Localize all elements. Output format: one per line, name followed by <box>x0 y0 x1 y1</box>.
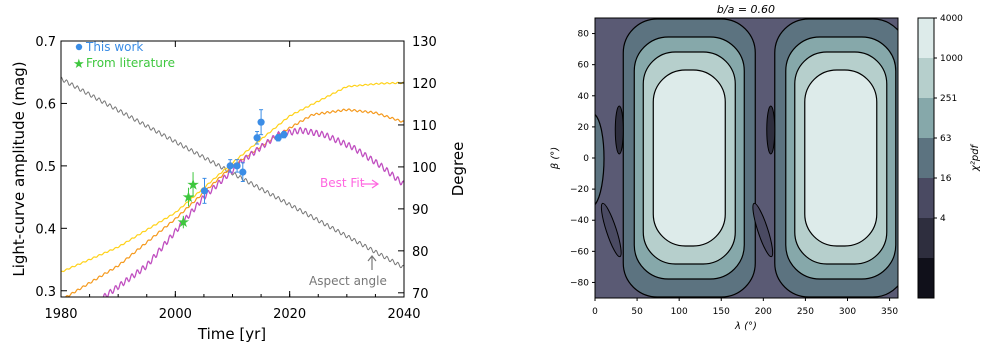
colorbar-tick-label: 4000 <box>940 14 963 24</box>
best-fit-label: Best Fit <box>320 176 365 190</box>
map-y-tick-label: −80 <box>570 278 589 288</box>
map-y-tick-label: 60 <box>578 61 590 71</box>
colorbar-segment <box>918 58 934 98</box>
map-y-tick-label: −40 <box>570 216 589 226</box>
legend-marker-literature: ★ <box>73 57 85 72</box>
this-work-point <box>233 162 241 170</box>
y-tick-label: 0.7 <box>35 35 56 50</box>
map-x-tick-label: 0 <box>592 307 598 317</box>
this-work-point <box>280 131 288 139</box>
x-tick-label: 2000 <box>159 307 192 322</box>
map-y-tick-label: −20 <box>570 185 589 195</box>
y-tick-label: 0.5 <box>35 160 56 175</box>
aspect-arrow <box>367 255 377 270</box>
best-fit-arrow <box>362 179 380 189</box>
map-y-tick-label: 80 <box>578 30 590 40</box>
y2-tick-label: 70 <box>412 287 429 302</box>
y-tick-label: 0.3 <box>35 285 56 300</box>
y2-tick-label: 80 <box>412 245 429 260</box>
colorbar-tick-label: 16 <box>940 174 952 184</box>
aspect-angle-label: Aspect angle <box>309 274 387 288</box>
colorbar-segment <box>918 98 934 138</box>
map-x-tick-label: 150 <box>713 307 730 317</box>
literature-point: ★ <box>177 213 190 231</box>
x-tick-label: 2040 <box>387 307 420 322</box>
contour-crescent <box>752 202 774 258</box>
map-x-tick-label: 100 <box>671 307 688 317</box>
legend-literature: From literature <box>86 56 175 70</box>
this-work-point <box>253 134 261 142</box>
colorbar-tick-label: 1000 <box>940 54 963 64</box>
map-y-tick-label: 40 <box>578 92 590 102</box>
y2-tick-label: 110 <box>412 119 437 134</box>
best-fit-curve <box>98 126 404 297</box>
colorbar-label: χ²pdf <box>970 143 981 172</box>
colorbar-segment <box>918 138 934 178</box>
map-y-tick-label: 20 <box>578 123 590 133</box>
contour-crescent <box>600 202 622 258</box>
y2-axis-label: Degree <box>449 142 467 197</box>
this-work-point <box>200 187 209 195</box>
map-x-label: λ (°) <box>734 321 757 332</box>
x-tick-label: 1980 <box>44 307 77 322</box>
map-y-label: β (°) <box>550 147 561 170</box>
y-tick-label: 0.4 <box>35 222 56 237</box>
colorbar-tick-label: 4 <box>940 214 946 224</box>
chi2-contour-map: 0 50 100 150 200 250 300 350806040200−20−40−60−… <box>550 3 981 332</box>
contour-edge <box>595 114 605 206</box>
colorbar-tick-label: 63 <box>940 134 951 144</box>
amplitude-chart: ★★★ 1980 2000 2020 20400.30.40.50.60.770809… <box>10 35 467 343</box>
literature-point: ★ <box>186 176 199 194</box>
literature-point: ★ <box>182 188 195 206</box>
legend-marker-this-work <box>75 43 83 51</box>
map-x-tick-label: 50 <box>631 307 643 317</box>
legend-this-work: This work <box>85 40 143 54</box>
y-tick-label: 0.6 <box>35 97 56 112</box>
colorbar-segment <box>918 18 934 58</box>
y2-tick-label: 100 <box>412 161 437 176</box>
contour-crescent <box>614 105 624 155</box>
map-x-tick-label: 250 <box>797 307 814 317</box>
x-tick-label: 2020 <box>273 307 306 322</box>
this-work-point <box>274 134 282 142</box>
contour-crescent <box>766 105 776 155</box>
map-y-tick-label: −60 <box>570 247 589 257</box>
map-x-tick-label: 300 <box>839 307 856 317</box>
plot-frame <box>60 40 405 298</box>
map-title: b/a = 0.60 <box>717 3 775 16</box>
y2-tick-label: 130 <box>412 35 437 50</box>
x-axis-label: Time [yr] <box>197 325 266 343</box>
model-curve-orange <box>64 108 404 297</box>
map-x-tick-label: 200 <box>755 307 772 317</box>
colorbar-segment <box>918 218 934 258</box>
this-work-point <box>226 162 234 170</box>
y-axis-label: Light-curve amplitude (mag) <box>10 61 28 276</box>
colorbar-segment <box>918 178 934 218</box>
colorbar-tick-label: 251 <box>940 94 957 104</box>
colorbar: 4000 1000 251 63 16 4 <box>917 14 963 299</box>
y2-tick-label: 90 <box>412 203 429 218</box>
colorbar-frame <box>917 17 935 299</box>
aspect-angle-curve <box>61 76 404 269</box>
y2-tick-label: 120 <box>412 77 437 92</box>
map-y-tick-label: 0 <box>583 154 589 164</box>
contour-level <box>804 69 878 247</box>
this-work-point <box>239 168 247 176</box>
map-x-tick-label: 350 <box>881 307 898 317</box>
this-work-point <box>257 118 265 126</box>
contour-level <box>652 69 726 247</box>
colorbar-segment <box>918 258 934 298</box>
